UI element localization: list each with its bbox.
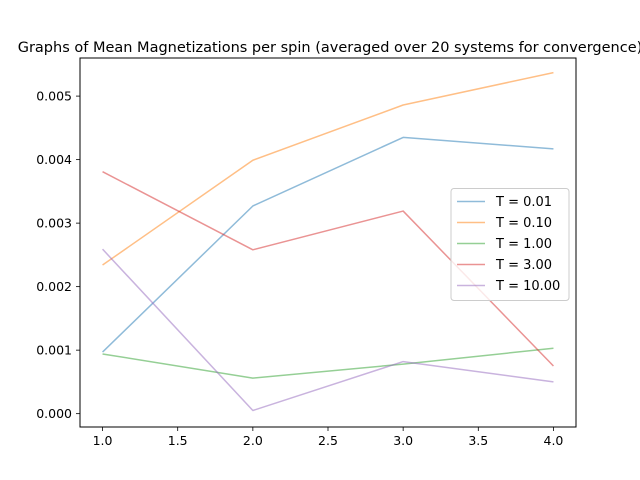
x-tick-label: 4.0: [544, 433, 564, 448]
y-tick-label: 0.000: [36, 406, 72, 421]
legend-box: [450, 188, 570, 301]
x-tick-label: 1.5: [168, 433, 188, 448]
legend-label: T = 10.00: [495, 279, 560, 294]
legend-label: T = 1.00: [495, 237, 552, 252]
y-tick-label: 0.003: [36, 216, 72, 231]
chart-title: Graphs of Mean Magnetizations per spin (…: [18, 40, 640, 56]
x-tick-label: 3.5: [468, 433, 488, 448]
y-tick-label: 0.004: [36, 152, 72, 167]
series-line-5: [102, 248, 554, 412]
x-tick-label: 3.0: [393, 433, 413, 448]
y-axis: 0.000 0.001 0.002 0.003 0.004 0.005: [36, 89, 80, 421]
x-tick-label: 2.0: [243, 433, 263, 448]
x-axis: 1.0 1.5 2.0 2.5 3.0 3.5 4.0: [93, 427, 564, 448]
legend: T = 0.01 T = 0.10 T = 1.00 T = 3.00 T = 10.0…: [450, 188, 570, 301]
series-line-2: [102, 71, 554, 266]
legend-label: T = 3.00: [495, 258, 552, 273]
series-line-1: [102, 136, 554, 353]
legend-label: T = 0.01: [495, 195, 552, 210]
y-tick-label: 0.002: [36, 279, 72, 294]
x-tick-label: 1.0: [93, 433, 113, 448]
y-tick-label: 0.001: [36, 343, 72, 358]
legend-label: T = 0.10: [495, 216, 552, 231]
y-tick-label: 0.005: [36, 89, 72, 104]
series-line-3: [102, 347, 554, 379]
x-tick-label: 2.5: [318, 433, 338, 448]
